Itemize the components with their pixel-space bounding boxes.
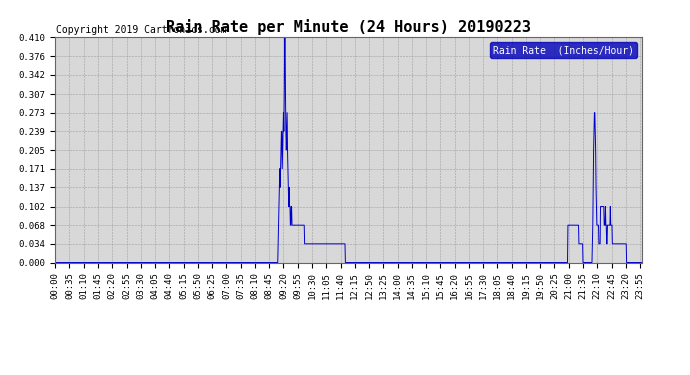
Title: Rain Rate per Minute (24 Hours) 20190223: Rain Rate per Minute (24 Hours) 20190223: [166, 19, 531, 35]
Legend: Rain Rate  (Inches/Hour): Rain Rate (Inches/Hour): [490, 42, 637, 58]
Text: Copyright 2019 Cartronics.com: Copyright 2019 Cartronics.com: [56, 25, 226, 35]
